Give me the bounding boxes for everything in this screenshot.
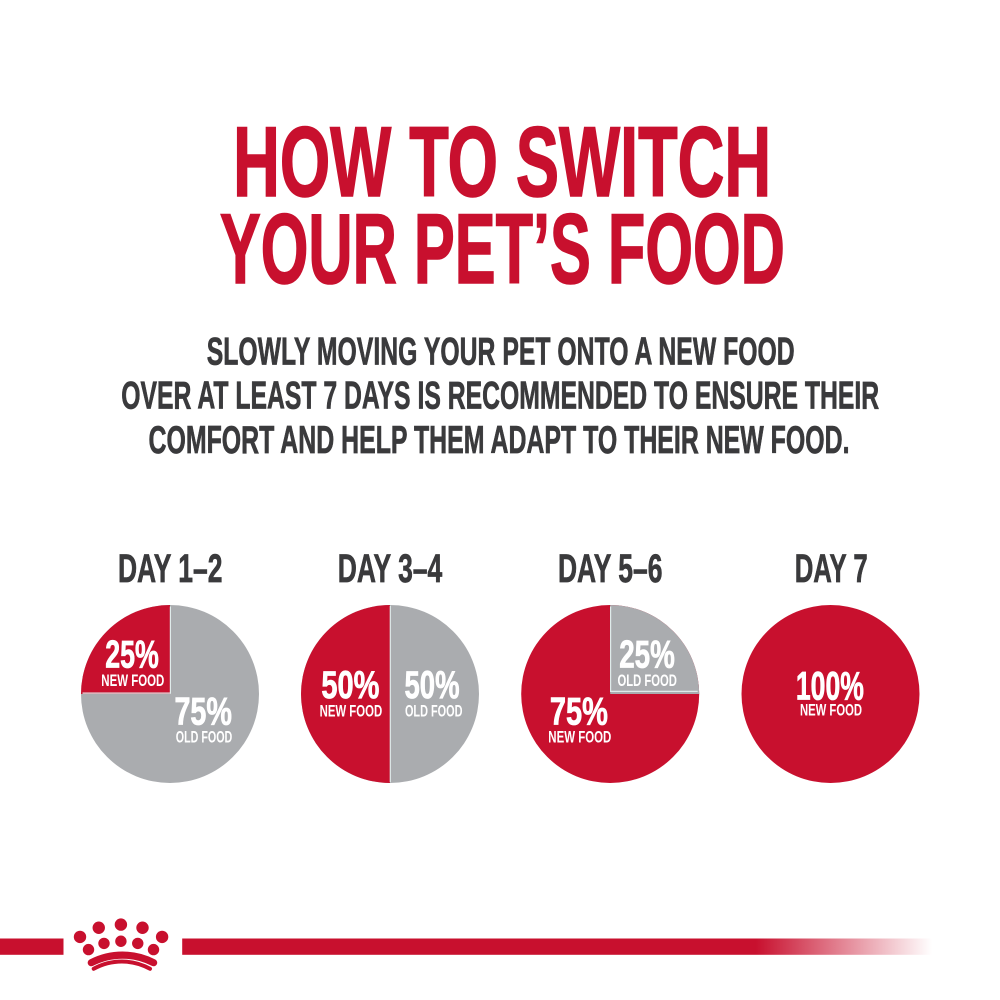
svg-text:OLD FOOD: OLD FOOD (618, 672, 678, 690)
svg-text:OLD FOOD: OLD FOOD (405, 703, 463, 721)
svg-text:DAY 1–2: DAY 1–2 (118, 547, 223, 591)
svg-text:75%: 75% (174, 690, 232, 733)
svg-text:50%: 50% (405, 664, 460, 707)
svg-text:NEW FOOD: NEW FOOD (320, 703, 383, 721)
svg-text:DAY 5–6: DAY 5–6 (558, 547, 663, 591)
svg-text:75%: 75% (550, 690, 608, 733)
svg-text:25%: 25% (619, 634, 675, 677)
svg-text:HOW TO SWITCH: HOW TO SWITCH (233, 106, 771, 217)
svg-text:NEW FOOD: NEW FOOD (548, 729, 611, 747)
svg-text:NEW FOOD: NEW FOOD (800, 701, 862, 719)
svg-text:OVER AT LEAST 7 DAYS IS RECOMM: OVER AT LEAST 7 DAYS IS RECOMMENDED TO E… (121, 375, 879, 418)
svg-text:50%: 50% (321, 664, 379, 707)
svg-text:25%: 25% (105, 634, 159, 677)
svg-text:YOUR PET’S FOOD: YOUR PET’S FOOD (220, 193, 785, 304)
svg-text:DAY 7: DAY 7 (795, 547, 868, 591)
svg-text:COMFORT AND HELP THEM ADAPT TO: COMFORT AND HELP THEM ADAPT TO THEIR NEW… (149, 419, 850, 462)
svg-text:NEW FOOD: NEW FOOD (101, 672, 164, 690)
svg-text:DAY 3–4: DAY 3–4 (338, 547, 443, 591)
svg-text:100%: 100% (796, 664, 864, 709)
svg-text:SLOWLY MOVING YOUR PET ONTO A: SLOWLY MOVING YOUR PET ONTO A NEW FOOD (207, 331, 795, 374)
svg-text:OLD FOOD: OLD FOOD (176, 729, 233, 747)
